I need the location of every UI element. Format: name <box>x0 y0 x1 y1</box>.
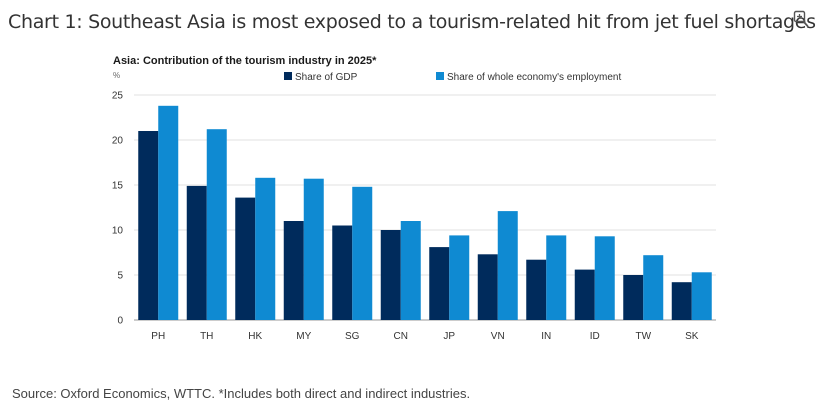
bar-jp-series-1 <box>429 247 450 320</box>
y-axis-ticks: 0 5 10 15 20 25 <box>112 91 124 327</box>
bar-sg-series-2 <box>352 186 373 320</box>
bar-id-series-1 <box>574 269 595 320</box>
bar-my-series-1 <box>283 221 304 320</box>
bar-cn-series-2 <box>400 221 421 320</box>
legend-label: Share of whole economy's employment <box>447 72 621 83</box>
bar-th-series-2 <box>206 129 227 320</box>
x-tick-label: JP <box>443 331 455 342</box>
y-tick-label: 25 <box>112 91 124 102</box>
bar-id-series-2 <box>594 236 615 320</box>
y-axis-unit: % <box>113 71 120 80</box>
x-tick-label: SK <box>685 331 699 342</box>
source-note: Source: Oxford Economics, WTTC. *Include… <box>12 386 471 401</box>
bar-tw-series-2 <box>643 255 664 320</box>
bar-my-series-2 <box>303 178 324 320</box>
x-tick-label: VN <box>491 331 505 342</box>
bar-cn-series-1 <box>380 230 401 320</box>
legend-label: Share of GDP <box>295 72 358 83</box>
y-tick-label: 0 <box>117 316 123 327</box>
bar-jp-series-2 <box>449 235 470 320</box>
x-axis-ticks: PH TH HK MY SG CN JP VN IN ID TW SK <box>151 331 698 342</box>
bar-hk-series-2 <box>255 177 276 320</box>
gridlines <box>134 94 716 321</box>
chart: Asia: Contribution of the tourism indust… <box>112 55 716 342</box>
magnifier-plus-icon[interactable] <box>793 10 809 28</box>
x-tick-label: HK <box>248 331 262 342</box>
x-tick-label: IN <box>541 331 551 342</box>
x-tick-label: PH <box>151 331 165 342</box>
y-tick-label: 15 <box>112 181 124 192</box>
y-tick-label: 5 <box>117 271 123 282</box>
bar-ph-series-2 <box>158 105 179 320</box>
x-tick-label: SG <box>345 331 360 342</box>
bar-vn-series-2 <box>497 211 518 320</box>
x-tick-label: ID <box>590 331 600 342</box>
legend: Share of GDP Share of whole economy's emp… <box>284 72 621 83</box>
bars <box>138 105 712 320</box>
bar-sk-series-2 <box>691 272 712 320</box>
bar-vn-series-1 <box>477 254 498 320</box>
bar-hk-series-1 <box>235 197 256 320</box>
y-tick-label: 20 <box>112 136 124 147</box>
legend-swatch <box>436 72 444 80</box>
bar-sk-series-1 <box>671 282 692 320</box>
page-title: Chart 1: Southeast Asia is most exposed … <box>8 11 816 33</box>
bar-in-series-1 <box>526 259 547 320</box>
bar-th-series-1 <box>186 185 207 320</box>
y-tick-label: 10 <box>112 226 124 237</box>
x-tick-label: TH <box>200 331 213 342</box>
bar-ph-series-1 <box>138 131 159 320</box>
legend-swatch <box>284 72 292 80</box>
chart-title: Asia: Contribution of the tourism indust… <box>113 55 377 67</box>
bar-sg-series-1 <box>332 225 353 320</box>
bar-tw-series-1 <box>623 275 644 320</box>
x-tick-label: TW <box>635 331 651 342</box>
bar-in-series-2 <box>546 235 567 320</box>
x-tick-label: CN <box>394 331 408 342</box>
x-tick-label: MY <box>296 331 311 342</box>
